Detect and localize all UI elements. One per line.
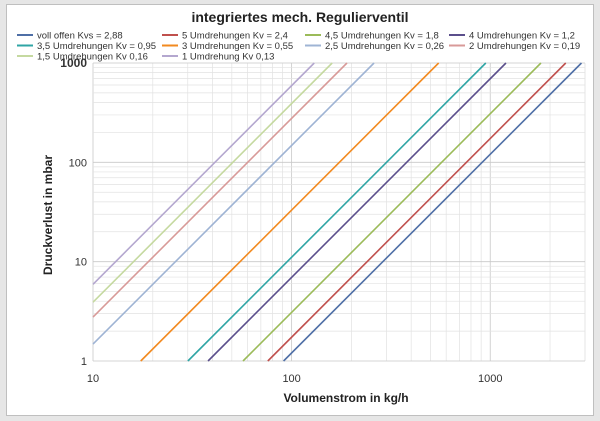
- chart-title: integriertes mech. Regulierventil: [191, 9, 408, 25]
- legend-label: 1,5 Umdrehungen Kv 0,16: [37, 52, 148, 63]
- legend-label: voll offen Kvs = 2,88: [37, 31, 123, 42]
- chart-frame: integriertes mech. Regulierventil voll o…: [6, 4, 594, 416]
- legend-item: 3 Umdrehungen Kv = 0,55: [162, 41, 293, 52]
- y-tick-label: 1000: [60, 56, 87, 70]
- series-line-10: [92, 62, 315, 285]
- legend-label: 2 Umdrehungen Kv = 0,19: [469, 41, 580, 52]
- legend-item: voll offen Kvs = 2,88: [17, 31, 123, 42]
- series-line-2: [267, 62, 567, 362]
- y-tick-label: 100: [69, 157, 87, 169]
- legend: voll offen Kvs = 2,88 5 Umdrehungen Kv = …: [17, 31, 580, 63]
- y-axis-title: Druckverlust in mbar: [41, 155, 55, 275]
- series-lines: [92, 62, 583, 362]
- series-line-9: [92, 62, 333, 303]
- series-line-6: [140, 62, 440, 362]
- legend-item: 2,5 Umdrehungen Kv = 0,26: [305, 41, 444, 52]
- legend-label: 3,5 Umdrehungen Kv = 0,95: [37, 41, 156, 52]
- legend-item: 5 Umdrehungen Kv = 2,4: [162, 31, 288, 42]
- series-line-5: [187, 62, 487, 362]
- legend-item: 1 Umdrehung Kv 0,13: [162, 52, 274, 63]
- legend-label: 5 Umdrehungen Kv = 2,4: [182, 31, 288, 42]
- series-line-4: [207, 62, 507, 362]
- legend-label: 2,5 Umdrehungen Kv = 0,26: [325, 41, 444, 52]
- y-tick-label: 10: [75, 257, 87, 269]
- grid: [92, 62, 586, 362]
- series-line-3: [242, 62, 542, 362]
- legend-item: 4,5 Umdrehungen Kv = 1,8: [305, 31, 439, 42]
- x-tick-label: 1000: [478, 373, 502, 385]
- legend-item: 4 Umdrehungen Kv = 1,2: [449, 31, 575, 42]
- legend-label: 4 Umdrehungen Kv = 1,2: [469, 31, 575, 42]
- legend-label: 1 Umdrehung Kv 0,13: [182, 52, 274, 63]
- series-line-8: [92, 62, 348, 318]
- legend-label: 3 Umdrehungen Kv = 0,55: [182, 41, 293, 52]
- x-tick-label: 10: [87, 373, 99, 385]
- legend-item: 3,5 Umdrehungen Kv = 0,95: [17, 41, 156, 52]
- series-line-7: [92, 62, 375, 345]
- y-tick-label: 1: [81, 356, 87, 368]
- chart-svg: integriertes mech. Regulierventil voll o…: [17, 9, 586, 405]
- series-line-1: [282, 62, 583, 362]
- x-tick-label: 100: [282, 373, 300, 385]
- legend-label: 4,5 Umdrehungen Kv = 1,8: [325, 31, 439, 42]
- x-axis-title: Volumenstrom in kg/h: [283, 391, 408, 405]
- legend-item: 2 Umdrehungen Kv = 0,19: [449, 41, 580, 52]
- legend-item: 1,5 Umdrehungen Kv 0,16: [17, 52, 148, 63]
